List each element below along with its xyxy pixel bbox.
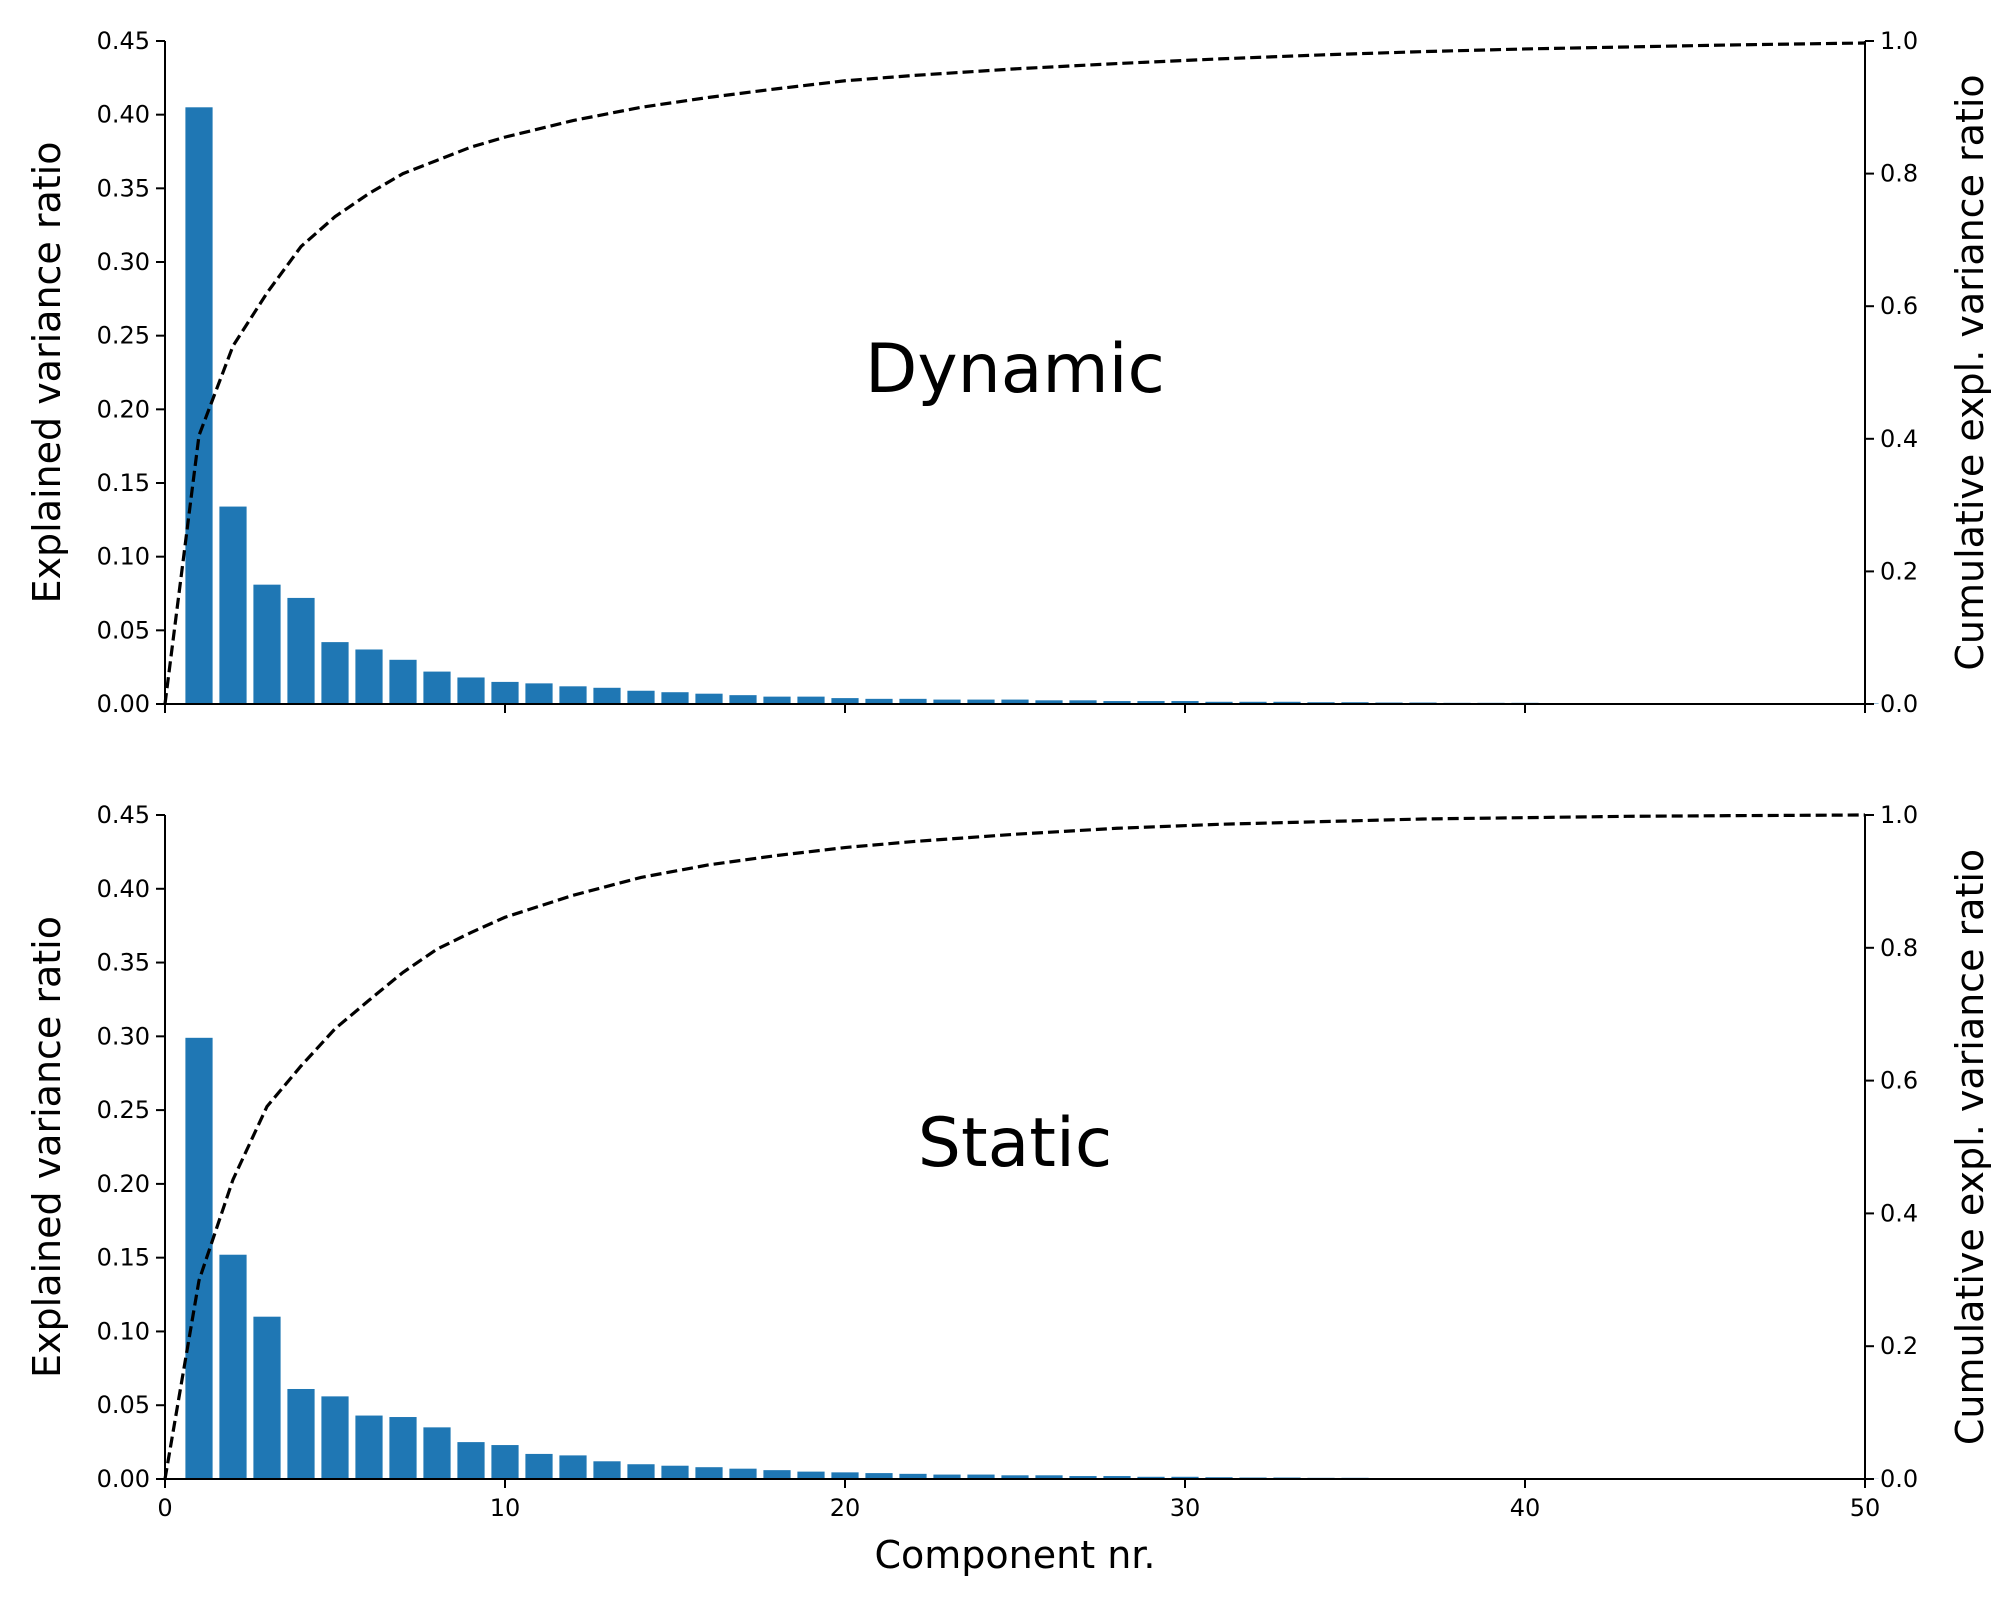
bar [423,1427,450,1479]
bar [593,1461,620,1479]
panel-title: Static [918,1104,1112,1183]
y2-tick-label: 0.0 [1880,690,1918,718]
y-tick-label: 0.20 [97,395,150,423]
y2-tick-label: 0.0 [1880,1465,1918,1493]
y-tick-label: 0.00 [97,690,150,718]
y2-axis-label: Cumulative expl. variance ratio [1948,849,1992,1445]
y2-tick-label: 0.8 [1880,160,1918,188]
y2-tick-label: 0.6 [1880,292,1918,320]
x-tick-label: 50 [1850,1494,1881,1522]
bar [661,692,688,704]
bar [661,1466,688,1479]
bar [457,677,484,704]
bar [559,686,586,704]
bar [355,649,382,704]
y-tick-label: 0.25 [97,1096,150,1124]
y-tick-label: 0.25 [97,322,150,350]
y-tick-label: 0.35 [97,174,150,202]
bar [695,694,722,704]
x-tick-label: 30 [1170,1494,1201,1522]
bar [491,682,518,704]
bar [185,1038,212,1479]
panel-dynamic: 0.00 0.05 0.10 0.15 0.20 0.25 0.30 0.35 0.40 0.45… [25,27,1992,718]
y-tick-label: 0.05 [97,616,150,644]
x-tick-label: 0 [157,1494,172,1522]
y-axis-label: Explained variance ratio [25,916,69,1378]
x-tick-label: 10 [490,1494,521,1522]
bar [253,585,280,704]
bar [321,1396,348,1479]
y2-tick-label: 0.4 [1880,1199,1918,1227]
bar [287,1389,314,1479]
y2-tick-label: 0.2 [1880,1332,1918,1360]
y-tick-label: 0.35 [97,949,150,977]
bar [763,1470,790,1479]
panel-static: 0.000.050.100.150.200.250.300.350.400.45… [25,801,1992,1577]
y-tick-label: 0.10 [97,1317,150,1345]
y-tick-label: 0.05 [97,1391,150,1419]
y-tick-label: 0.00 [97,1465,150,1493]
bar [185,107,212,704]
x-axis-label: Component nr. [875,1533,1156,1577]
bar [389,660,416,704]
y2-tick-label: 1.0 [1880,801,1918,829]
bar [423,672,450,704]
bar [695,1467,722,1479]
y-tick-label: 0.30 [97,248,150,276]
x-tick-label: 40 [1510,1494,1541,1522]
bar [389,1417,416,1479]
bar [219,507,246,704]
y-tick-label: 0.15 [97,1244,150,1272]
bar [219,1255,246,1479]
y-tick-label: 0.40 [97,875,150,903]
y-tick-label: 0.15 [97,469,150,497]
panel-title: Dynamic [865,330,1165,409]
y2-tick-label: 0.6 [1880,1067,1918,1095]
bar [627,691,654,704]
bar [355,1416,382,1479]
bar [321,642,348,704]
y2-tick-label: 0.4 [1880,425,1918,453]
bar [525,1454,552,1479]
y-tick-label: 0.40 [97,101,150,129]
bar [797,1472,824,1479]
y-tick-label: 0.30 [97,1022,150,1050]
y2-tick-label: 0.2 [1880,557,1918,585]
bar [729,1469,756,1479]
bar [627,1464,654,1479]
y-tick-label: 0.20 [97,1170,150,1198]
bar [593,688,620,704]
y-tick-label: 0.10 [97,543,150,571]
bar [253,1317,280,1479]
bar [525,683,552,704]
bar [797,697,824,704]
bar [491,1445,518,1479]
bar [287,598,314,704]
y2-tick-label: 0.8 [1880,934,1918,962]
bar [559,1455,586,1479]
y-tick-label: 0.45 [97,27,150,55]
bar [763,697,790,704]
y-axis-label: Explained variance ratio [25,142,69,604]
bar [457,1442,484,1479]
bar [729,695,756,704]
y2-tick-label: 1.0 [1880,27,1918,55]
y-tick-label: 0.45 [97,801,150,829]
y2-axis-label: Cumulative expl. variance ratio [1948,74,1992,670]
x-tick-label: 20 [830,1494,861,1522]
